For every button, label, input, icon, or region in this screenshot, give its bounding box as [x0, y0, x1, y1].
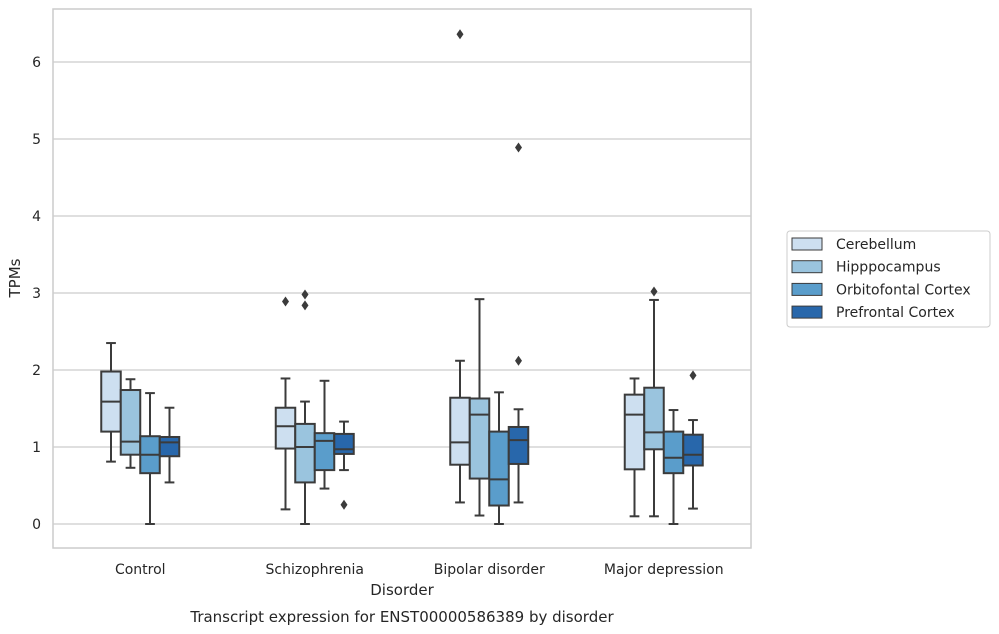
legend-label: Prefrontal Cortex — [836, 305, 955, 321]
box-series — [100, 29, 704, 525]
box-group — [468, 298, 491, 517]
y-tick-label: 4 — [32, 209, 41, 225]
box — [662, 430, 685, 475]
outlier-point — [301, 289, 309, 300]
box — [158, 435, 181, 458]
box — [643, 386, 665, 451]
box-group — [449, 29, 471, 504]
box-group — [274, 296, 297, 511]
box-group — [313, 379, 336, 490]
legend-label: Cerebellum — [836, 237, 916, 253]
y-tick-label: 6 — [32, 55, 41, 71]
chart-title: Transcript expression for ENST0000058638… — [189, 608, 614, 626]
box-group — [119, 378, 142, 469]
outlier-point — [301, 300, 309, 311]
x-tick-label: Major depression — [604, 562, 724, 578]
outlier-point — [515, 142, 522, 153]
x-tick-label: Schizophrenia — [266, 562, 364, 578]
outlier-point — [282, 296, 289, 307]
box-group — [662, 409, 685, 525]
box — [468, 397, 491, 480]
y-tick-label: 5 — [32, 132, 41, 148]
box-group — [488, 391, 510, 525]
outlier-point — [456, 29, 464, 40]
x-axis-ticks: Control Schizophrenia Bipolar disorder Majo… — [115, 562, 724, 578]
box-group — [100, 342, 122, 463]
box — [333, 432, 355, 455]
y-axis-label: TPMs — [6, 258, 24, 298]
legend-swatch — [791, 305, 823, 319]
outlier-point — [689, 370, 697, 381]
outlier-point — [340, 499, 348, 510]
box-group — [623, 377, 646, 518]
box — [682, 433, 704, 467]
box — [449, 396, 471, 466]
legend-swatch — [791, 282, 823, 296]
y-axis-ticks: 0 1 2 3 4 5 6 — [32, 55, 41, 533]
legend-label: Hipppocampus — [836, 260, 941, 276]
box-group — [333, 420, 355, 510]
box — [507, 425, 530, 465]
box-group — [682, 370, 704, 510]
outlier-point — [515, 355, 522, 366]
box-group — [643, 286, 665, 518]
box — [294, 422, 316, 484]
box-group — [158, 406, 181, 484]
legend: Cerebellum Hipppocampus Orbitofontal Corte… — [786, 230, 991, 328]
plot-frame — [52, 8, 752, 549]
box — [313, 432, 336, 472]
x-tick-label: Control — [115, 562, 166, 578]
y-tick-label: 0 — [32, 517, 41, 533]
y-tick-label: 3 — [32, 286, 41, 302]
box — [623, 393, 646, 471]
box-group — [507, 142, 530, 504]
box — [488, 430, 510, 507]
box-group — [294, 289, 316, 525]
legend-swatch — [791, 237, 823, 251]
box — [274, 406, 297, 450]
legend-frame — [786, 230, 991, 328]
box — [119, 389, 142, 456]
x-axis-label: Disorder — [370, 581, 434, 599]
box-group — [139, 392, 161, 525]
outlier-point — [650, 286, 658, 297]
x-tick-label: Bipolar disorder — [434, 562, 545, 578]
legend-label: Orbitofontal Cortex — [836, 282, 971, 298]
y-tick-label: 2 — [32, 363, 41, 379]
legend-swatch — [791, 260, 823, 274]
y-tick-label: 1 — [32, 440, 41, 456]
